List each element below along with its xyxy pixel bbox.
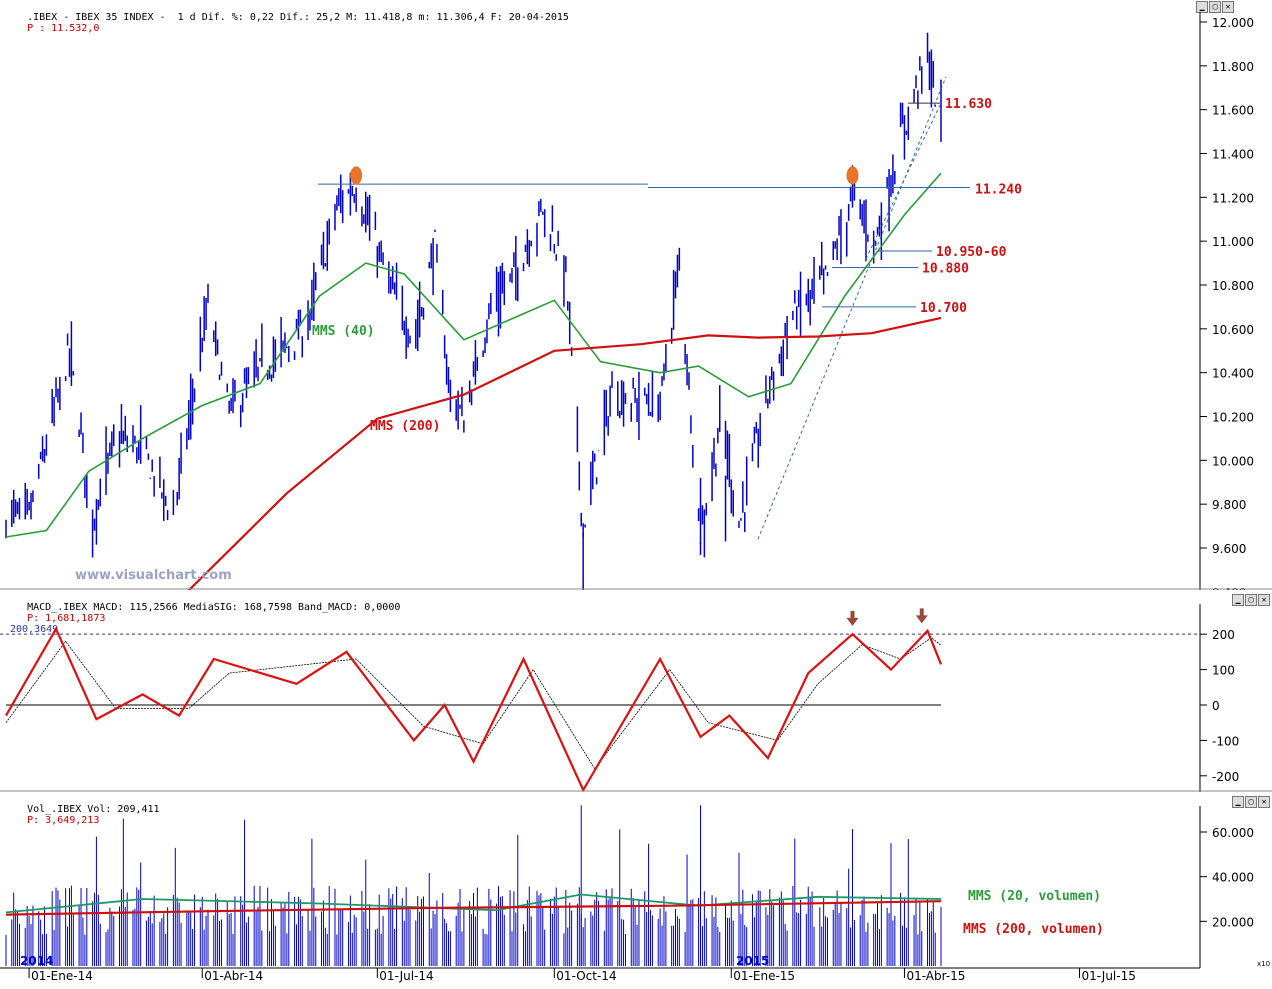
level-label-11630: 11.630 — [945, 97, 992, 112]
volume-mms200-label: MMS (200, volumen) — [963, 922, 1104, 937]
top-marker — [846, 166, 859, 185]
volume-header-text: Vol_.IBEX Vol: 209,411 — [27, 804, 160, 815]
level-label-11240: 11.240 — [975, 183, 1022, 198]
close-icon: ✕ — [1261, 595, 1267, 604]
minimize-icon: ▁ — [1235, 595, 1241, 604]
macd-y-tick-label: 100 — [1212, 664, 1235, 678]
volume-y-tick-label: 40.000 — [1212, 871, 1254, 885]
mms40-line — [5, 172, 942, 538]
volume-mms20-label: MMS (20, volumen) — [968, 889, 1101, 904]
price-minimize-button[interactable]: ▁ — [1196, 1, 1208, 13]
macd-panel: MACD_.IBEX MACD: 115,2566 MediaSIG: 168,… — [0, 590, 1272, 792]
price-y-tick-label: 11.600 — [1212, 104, 1254, 118]
trendline — [865, 105, 941, 259]
volume-header: Vol_.IBEX Vol: 209,411 P: 3,649,213 — [3, 793, 160, 837]
price-y-tick-label: 9.400 — [1212, 586, 1246, 590]
macd-header: MACD_.IBEX MACD: 115,2566 MediaSIG: 168,… — [3, 591, 400, 635]
down-arrow-icon — [846, 610, 859, 626]
macd-maximize-button[interactable]: ▢ — [1245, 594, 1257, 606]
price-y-tick-label: 10.000 — [1212, 454, 1254, 468]
volume-close-button[interactable]: ✕ — [1258, 796, 1270, 808]
macd-y-tick-label: 200 — [1212, 628, 1235, 642]
price-y-tick-label: 10.200 — [1212, 411, 1254, 425]
mms200-line — [187, 316, 942, 590]
price-chart: 12.000 11.800 11.600 11.400 11.200 11.000 10.8… — [0, 12, 1272, 590]
volume-maximize-button[interactable]: ▢ — [1245, 796, 1257, 808]
volume-minimize-button[interactable]: ▁ — [1232, 796, 1244, 808]
volume-panel: Vol_.IBEX Vol: 209,411 P: 3,649,213 ▁ ▢ … — [0, 792, 1272, 989]
macd-line — [5, 626, 943, 792]
macd-close-button[interactable]: ✕ — [1258, 594, 1270, 606]
minimize-icon: ▁ — [1199, 2, 1205, 11]
price-header-text: .IBEX - IBEX 35 INDEX - 1 d Dif. %: 0,22… — [27, 12, 569, 23]
price-panel: .IBEX - IBEX 35 INDEX - 1 d Dif. %: 0,22… — [0, 0, 1272, 590]
level-label-10950: 10.950-60 — [936, 245, 1007, 260]
year-label-2015: 2015 — [736, 954, 769, 968]
volume-chart: 60.000 40.000 20.000 x10 MMS (20, volumen) MM… — [0, 805, 1270, 983]
price-maximize-button[interactable]: ▢ — [1209, 1, 1221, 13]
macd-minimize-button[interactable]: ▁ — [1232, 594, 1244, 606]
level-label-10880: 10.880 — [922, 261, 969, 276]
price-header-last: P : 11.532,0 — [27, 23, 100, 34]
mms200-label: MMS (200) — [370, 419, 440, 434]
volume-y-tick-label: 60.000 — [1212, 826, 1254, 840]
macd-reference-label: 200,3649 — [10, 624, 58, 635]
price-y-tick-label: 10.800 — [1212, 279, 1254, 293]
price-y-tick-label: 10.600 — [1212, 323, 1254, 337]
close-icon: ✕ — [1225, 2, 1231, 11]
price-y-tick-label: 9.600 — [1212, 542, 1246, 556]
x-tick-label: 01-Ene-15 — [733, 969, 795, 983]
price-y-tick-label: 9.800 — [1212, 498, 1246, 512]
watermark: www.visualchart.com — [75, 568, 232, 583]
macd-y-tick-label: 0 — [1212, 699, 1220, 713]
volume-y-tick-label: 20.000 — [1212, 915, 1254, 929]
macd-y-tick-label: -200 — [1212, 770, 1239, 784]
maximize-icon: ▢ — [1248, 797, 1254, 806]
volume-header-last: P: 3,649,213 — [27, 815, 100, 826]
minimize-icon: ▁ — [1235, 797, 1241, 806]
macd-header-text: MACD_.IBEX MACD: 115,2566 MediaSIG: 168,… — [27, 602, 401, 613]
macd-signal-line — [5, 637, 942, 770]
price-y-tick-label: 11.400 — [1212, 148, 1254, 162]
trendline — [757, 76, 947, 540]
price-y-tick-label: 12.000 — [1212, 16, 1254, 30]
macd-y-tick-label: -100 — [1212, 734, 1239, 748]
close-icon: ✕ — [1261, 797, 1267, 806]
top-marker — [350, 166, 363, 185]
x-tick-label: 01-Oct-14 — [556, 969, 616, 983]
macd-header-last: P: 1,681,1873 — [27, 613, 106, 624]
maximize-icon: ▢ — [1248, 595, 1254, 604]
price-header: .IBEX - IBEX 35 INDEX - 1 d Dif. %: 0,22… — [3, 1, 569, 45]
x-tick-label: 01-Ene-14 — [31, 969, 93, 983]
level-label-10700: 10.700 — [920, 301, 967, 316]
down-arrow-icon — [915, 608, 928, 624]
x-tick-label: 01-Abr-14 — [204, 969, 263, 983]
price-y-tick-label: 11.200 — [1212, 191, 1254, 205]
price-y-tick-label: 11.800 — [1212, 60, 1254, 74]
macd-chart: 200 100 0 -100 -200 200,3649 — [0, 604, 1272, 792]
volume-mms200-line — [5, 900, 942, 916]
volume-mms20-line — [5, 893, 942, 914]
year-label-2014: 2014 — [20, 954, 53, 968]
x-tick-label: 01-Abr-15 — [906, 969, 965, 983]
mms40-label: MMS (40) — [312, 324, 375, 339]
volume-scale-note: x10 — [1257, 960, 1270, 968]
price-y-tick-label: 11.000 — [1212, 235, 1254, 249]
x-tick-label: 01-Jul-14 — [379, 969, 433, 983]
maximize-icon: ▢ — [1212, 2, 1218, 11]
price-close-button[interactable]: ✕ — [1222, 1, 1234, 13]
x-tick-label: 01-Jul-15 — [1082, 969, 1136, 983]
price-y-tick-label: 10.400 — [1212, 367, 1254, 381]
